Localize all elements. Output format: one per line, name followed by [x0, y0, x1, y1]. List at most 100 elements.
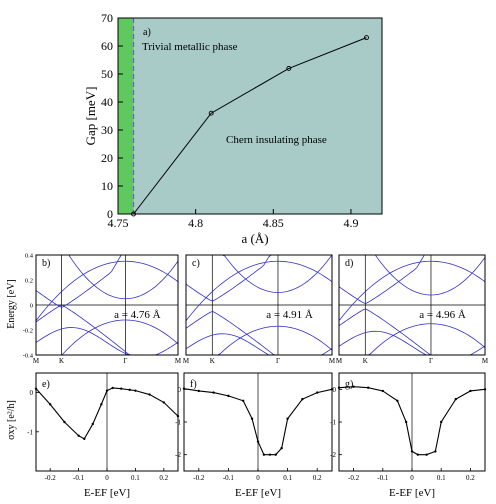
energy-x-axis-label: E-EF [eV] — [84, 487, 130, 499]
conductance-point — [404, 420, 408, 424]
conductance-point — [197, 389, 200, 393]
conductance-point — [454, 397, 457, 401]
conductance-point — [425, 453, 428, 456]
conductance-point — [280, 446, 283, 450]
conductance-point — [162, 401, 165, 404]
band-line — [338, 330, 486, 356]
k-label: Γ — [429, 357, 433, 365]
conductance-point — [91, 422, 95, 426]
gap-y-tick-label: 10 — [101, 179, 113, 193]
band-line — [185, 254, 272, 302]
cond-y-tick-label: -1 — [330, 419, 336, 427]
cond-x-tick-label: 0 — [410, 474, 414, 482]
conductance-panel-g: g) -0.2 -0.1 0 0.1 0.2 0 -1 -2 E-EF [eV] — [330, 372, 487, 499]
gap-y-tick-label: 20 — [101, 151, 113, 165]
band-line — [61, 319, 179, 356]
cond-x-tick-label: 0 — [105, 474, 109, 482]
band-line — [185, 260, 333, 322]
band-frame — [35, 254, 179, 356]
conductance-panel-label: g) — [345, 379, 353, 390]
gap-x-tick-labels: 4.75 4.8 4.85 4.9 — [108, 216, 359, 230]
conductance-point — [128, 388, 131, 392]
band-line — [185, 311, 277, 356]
conductance-panel-f: f) -0.2 -0.1 0 0.1 0.2 0 -1 -2 E-EF [eV] — [175, 372, 334, 499]
chern-phase-label: Chern insulating phase — [226, 134, 327, 146]
band-panel-label: b) — [42, 258, 50, 269]
conductance-point — [77, 434, 80, 437]
conductance-point — [440, 420, 443, 424]
sigma-axis-label: σxy [e²/h] — [6, 400, 17, 440]
cond-x-tick-label: 0.1 — [131, 474, 140, 482]
band-line — [35, 260, 179, 322]
gap-y-tick-label: 30 — [101, 123, 113, 137]
conductance-point — [105, 389, 109, 392]
gap-line — [133, 37, 367, 215]
energy-tick-label: -0.4 — [23, 353, 34, 360]
conductance-point — [63, 420, 66, 424]
k-label: Γ — [276, 357, 280, 365]
k-label: M — [329, 357, 336, 365]
lattice-constant-annotation: a = 4.96 Å — [419, 309, 466, 321]
conductance-point — [148, 393, 151, 396]
cond-x-tick-label: 0.2 — [313, 474, 322, 482]
panel-a: a) Trivial metallic phase Chern insulati… — [83, 11, 383, 246]
gap-y-tick-label: 50 — [101, 67, 113, 81]
conductance-point — [83, 437, 86, 441]
energy-tick-label: 0 — [30, 303, 33, 310]
k-label: M — [175, 357, 182, 365]
gap-point — [364, 35, 369, 41]
gap-x-tick-label: 4.8 — [188, 216, 203, 230]
conductance-point — [286, 417, 289, 420]
cond-x-tick-label: -0.2 — [348, 474, 360, 482]
conductance-point — [381, 389, 384, 393]
energy-tick-label: 0.4 — [25, 253, 34, 260]
k-label: Γ — [123, 357, 127, 365]
band-structure-panels: b) a = 4.76 Å M K Γ Mc) a = 4.91 Å M K Γ Md) a = 4.… — [33, 254, 489, 365]
band-line — [338, 308, 432, 356]
band-line — [35, 327, 179, 356]
lattice-constant-annotation: a = 4.76 Å — [114, 309, 161, 321]
cond-y-tick-label: 0 — [178, 386, 182, 394]
panel-a-label: a) — [143, 27, 151, 38]
gap-point — [286, 65, 292, 71]
conductance-point — [352, 385, 355, 388]
k-label: M — [482, 357, 489, 365]
band-line — [35, 304, 131, 356]
conductance-point — [242, 399, 245, 402]
energy-tick-labels: 0.4 0.2 0 -0.2 -0.4 — [23, 253, 34, 360]
gap-x-axis-label: a (Å) — [241, 231, 268, 246]
cond-x-tick-label: 0.2 — [466, 474, 475, 482]
gap-y-axis-label: Gap [meV] — [83, 87, 98, 146]
energy-x-axis-label: E-EF [eV] — [389, 487, 435, 499]
band-line — [35, 254, 122, 308]
conductance-point — [227, 394, 230, 398]
gap-x-tick-label: 4.75 — [108, 216, 129, 230]
cond-x-tick-label: -0.1 — [73, 474, 85, 482]
cond-x-tick-label: -0.2 — [193, 474, 205, 482]
conductance-panel-label: e) — [42, 379, 50, 390]
band-panel-b: b) a = 4.76 Å M K Γ M — [33, 254, 182, 365]
gap-x-tick-label: 4.9 — [343, 216, 358, 230]
gap-y-tick-label: 40 — [101, 95, 113, 109]
band-frame — [338, 254, 486, 356]
k-label: K — [210, 357, 215, 365]
trivial-phase-region — [118, 18, 134, 214]
conductance-curve — [338, 386, 486, 456]
band-line — [68, 255, 179, 300]
gap-y-tick-label: 60 — [101, 39, 113, 53]
conductance-panel-label: f) — [190, 379, 197, 390]
band-line — [217, 325, 333, 356]
conductance-point — [396, 399, 399, 402]
conductance-point — [316, 391, 319, 394]
conductance-point — [212, 391, 215, 394]
conductance-point — [250, 417, 254, 420]
conductance-point — [434, 450, 437, 453]
conductance-point — [416, 453, 420, 456]
cond-x-tick-label: -0.2 — [45, 474, 57, 482]
conductance-point — [120, 387, 123, 390]
conductance-point — [469, 389, 472, 393]
gap-y-tick-label: 70 — [101, 11, 113, 25]
conductance-point — [111, 386, 114, 390]
cond-y-tick-label: -2 — [175, 451, 181, 459]
energy-axis-label: Energy [eV] — [6, 279, 17, 329]
